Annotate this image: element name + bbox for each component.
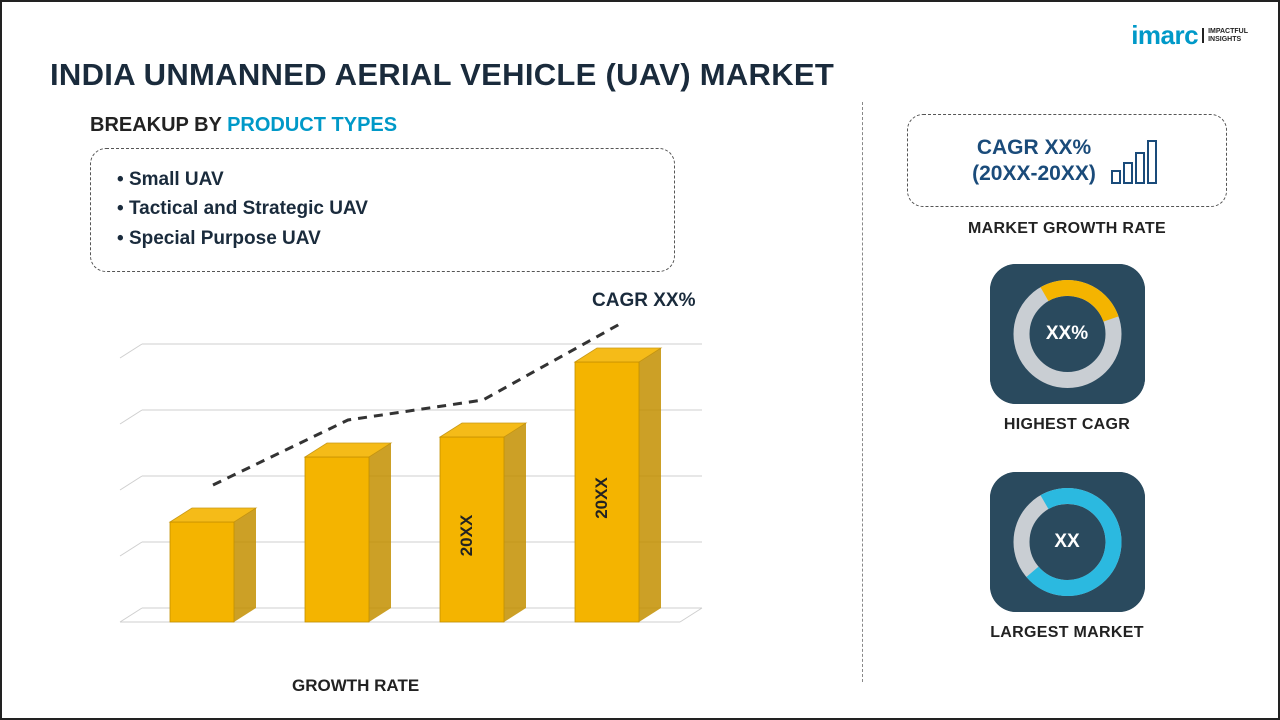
- list-item: Tactical and Strategic UAV: [117, 194, 648, 223]
- svg-text:20XX: 20XX: [592, 477, 611, 519]
- vertical-separator: [862, 102, 863, 682]
- largest-market-value: XX: [1054, 531, 1079, 553]
- highest-cagr-value: XX%: [1046, 323, 1088, 345]
- growth-rate-label: MARKET GROWTH RATE: [907, 220, 1227, 238]
- svg-text:20XX: 20XX: [457, 514, 476, 556]
- cagr-summary-box: CAGR XX%(20XX-20XX): [907, 114, 1227, 207]
- highest-cagr-tile: XX%: [990, 264, 1145, 404]
- highest-cagr-block: XX% HIGHEST CAGR: [907, 264, 1227, 434]
- breakup-heading: BREAKUP BY PRODUCT TYPES: [90, 114, 397, 137]
- list-item: Special Purpose UAV: [117, 224, 648, 253]
- highest-cagr-label: HIGHEST CAGR: [907, 416, 1227, 434]
- largest-market-label: LARGEST MARKET: [907, 624, 1227, 642]
- page-title: INDIA UNMANNED AERIAL VEHICLE (UAV) MARK…: [50, 57, 834, 93]
- brand-logo: imarc IMPACTFULINSIGHTS: [1131, 20, 1248, 51]
- bar-growth-icon: [1110, 137, 1162, 185]
- product-types-box: Small UAV Tactical and Strategic UAV Spe…: [90, 148, 675, 272]
- x-axis-label: GROWTH RATE: [292, 676, 419, 696]
- largest-market-block: XX LARGEST MARKET: [907, 472, 1227, 642]
- brand-name: imarc: [1131, 20, 1198, 51]
- brand-tagline: IMPACTFULINSIGHTS: [1202, 28, 1248, 43]
- cagr-summary-text: CAGR XX%(20XX-20XX): [972, 135, 1096, 188]
- list-item: Small UAV: [117, 165, 648, 194]
- largest-market-tile: XX: [990, 472, 1145, 612]
- cagr-annotation: CAGR XX%: [592, 290, 695, 312]
- growth-chart: 20XX 20XX: [90, 322, 710, 662]
